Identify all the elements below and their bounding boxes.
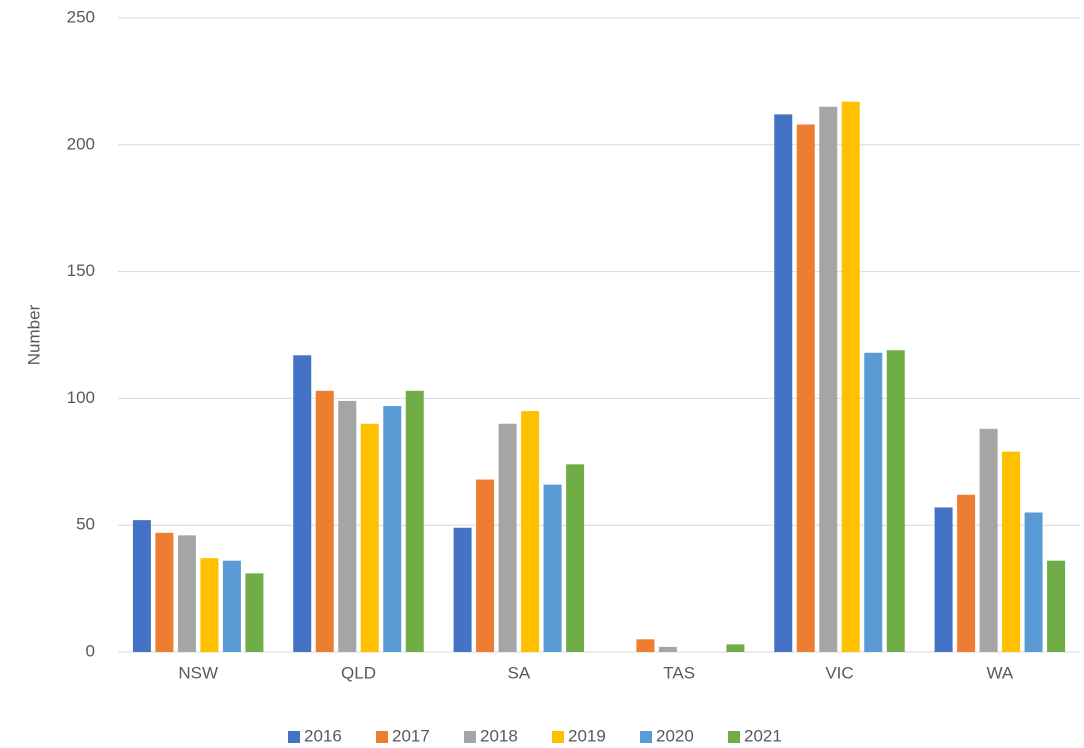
bar <box>979 428 998 652</box>
legend-label: 2019 <box>568 726 606 745</box>
legend-swatch <box>728 731 740 743</box>
bar <box>405 390 424 652</box>
bar <box>1047 560 1066 652</box>
bar <box>543 484 562 652</box>
legend-label: 2018 <box>480 726 518 745</box>
y-tick-label: 100 <box>67 388 95 407</box>
bar <box>200 558 219 652</box>
bar <box>315 390 334 652</box>
bar <box>774 114 793 653</box>
bar <box>934 507 953 652</box>
bar <box>864 352 883 652</box>
bar <box>658 646 677 652</box>
y-axis-label: Number <box>24 304 43 365</box>
y-tick-label: 50 <box>76 515 95 534</box>
legend-label: 2016 <box>304 726 342 745</box>
bar <box>886 350 905 652</box>
y-tick-label: 200 <box>67 134 95 153</box>
legend-swatch <box>552 731 564 743</box>
x-tick-label: QLD <box>341 663 376 682</box>
bar <box>726 644 745 652</box>
bar <box>819 106 838 652</box>
bar <box>1024 512 1043 652</box>
legend-swatch <box>376 731 388 743</box>
bar <box>177 535 196 652</box>
bar <box>521 411 540 652</box>
legend-label: 2020 <box>656 726 694 745</box>
bar <box>360 423 379 652</box>
bar <box>796 124 815 652</box>
x-tick-label: WA <box>986 663 1013 682</box>
bar <box>132 520 151 652</box>
legend-label: 2021 <box>744 726 782 745</box>
x-tick-label: NSW <box>178 663 218 682</box>
bar <box>453 527 472 652</box>
y-tick-label: 150 <box>67 261 95 280</box>
bar <box>222 560 241 652</box>
legend-swatch <box>640 731 652 743</box>
bar <box>293 355 312 652</box>
bar <box>957 494 976 652</box>
legend-swatch <box>464 731 476 743</box>
bar <box>155 532 174 652</box>
legend-label: 2017 <box>392 726 430 745</box>
bar <box>566 464 585 652</box>
x-tick-label: VIC <box>825 663 853 682</box>
bar <box>841 101 860 653</box>
bar <box>498 423 517 652</box>
bar <box>476 479 495 652</box>
bar <box>1002 451 1021 652</box>
legend-swatch <box>288 731 300 743</box>
bar <box>383 406 402 652</box>
bar <box>338 400 357 652</box>
bar <box>636 639 655 652</box>
y-tick-label: 0 <box>86 641 95 660</box>
x-tick-label: SA <box>507 663 530 682</box>
x-tick-label: TAS <box>663 663 695 682</box>
y-tick-label: 250 <box>67 7 95 26</box>
bar <box>245 573 264 652</box>
